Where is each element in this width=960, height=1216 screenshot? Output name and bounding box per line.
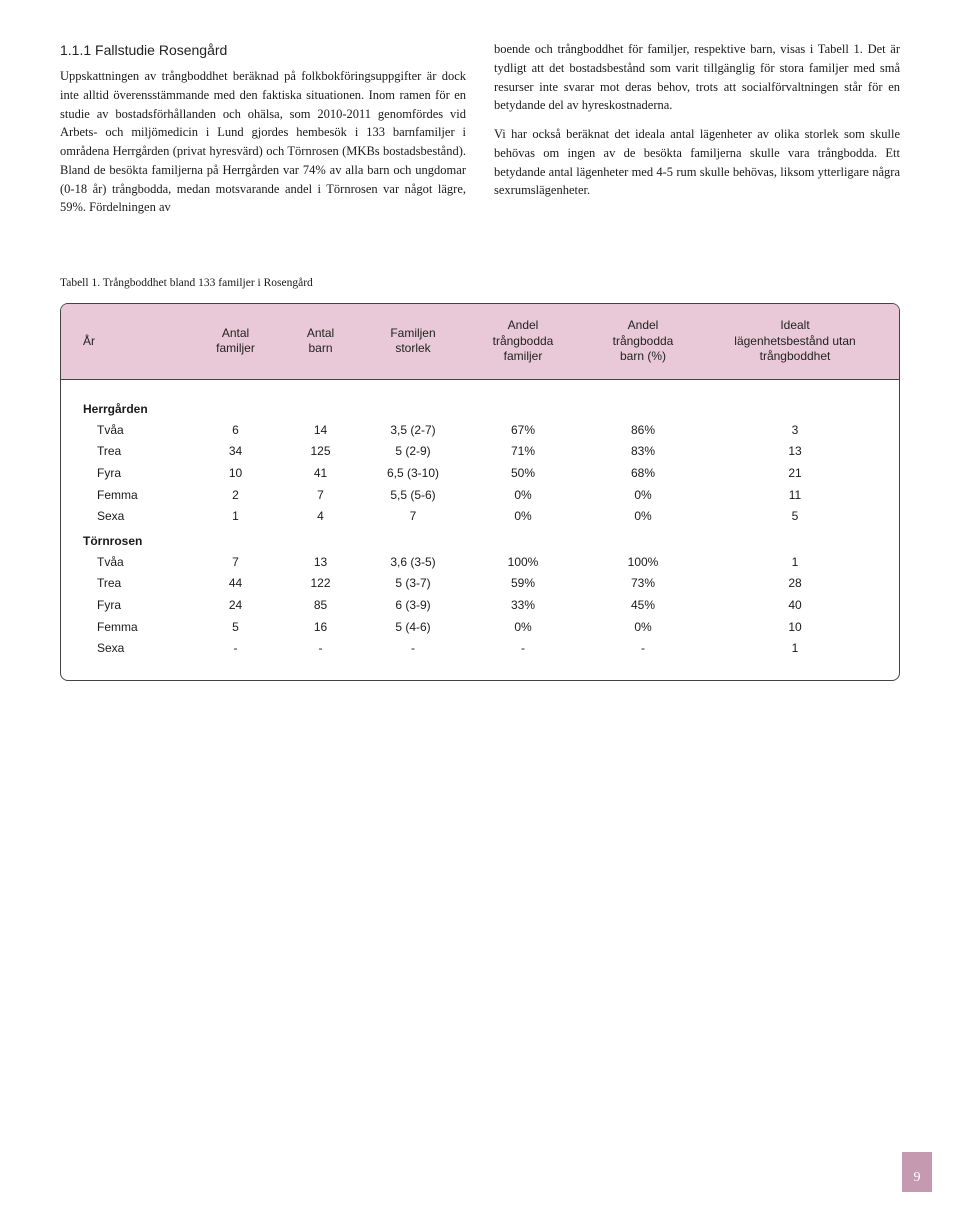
table-cell: 0% xyxy=(463,509,583,525)
right-column-text-1: boende och trångboddhet för familjer, re… xyxy=(494,40,900,115)
table-row: Sexa1470%0%5 xyxy=(73,506,887,528)
table-cell: Fyra xyxy=(73,598,193,614)
table-cell: 3 xyxy=(703,423,887,439)
table-cell: Trea xyxy=(73,444,193,460)
table-cell: 28 xyxy=(703,576,887,592)
table-cell: - xyxy=(278,641,363,657)
th-family-size: Familjenstorlek xyxy=(363,318,463,365)
table-cell: 5 xyxy=(703,509,887,525)
table-cell: 3,5 (2-7) xyxy=(363,423,463,439)
table-cell: 5,5 (5-6) xyxy=(363,488,463,504)
table-cell: 71% xyxy=(463,444,583,460)
table-cell: 5 (3-7) xyxy=(363,576,463,592)
table-cell: 45% xyxy=(583,598,703,614)
table-cell: Fyra xyxy=(73,466,193,482)
table-cell: 6,5 (3-10) xyxy=(363,466,463,482)
table-caption: Tabell 1. Trångboddhet bland 133 familje… xyxy=(60,277,900,289)
table-cell: 3,6 (3-5) xyxy=(363,555,463,571)
table-cell: 83% xyxy=(583,444,703,460)
table-cell: 6 xyxy=(193,423,278,439)
table-cell: 1 xyxy=(193,509,278,525)
table-cell: 1 xyxy=(703,641,887,657)
table-cell: Trea xyxy=(73,576,193,592)
table-cell: 67% xyxy=(463,423,583,439)
section-heading: 1.1.1 Fallstudie Rosengård xyxy=(60,40,466,61)
table-cell: 59% xyxy=(463,576,583,592)
table-cell: 21 xyxy=(703,466,887,482)
table-cell: 86% xyxy=(583,423,703,439)
table-cell: 5 (2-9) xyxy=(363,444,463,460)
table-row: Tvåa7133,6 (3-5)100%100%1 xyxy=(73,552,887,574)
table-cell: 16 xyxy=(278,620,363,636)
table-cell: 6 (3-9) xyxy=(363,598,463,614)
table-cell: 125 xyxy=(278,444,363,460)
page-number: 9 xyxy=(902,1152,932,1192)
table-cell: Sexa xyxy=(73,641,193,657)
table-cell: Femma xyxy=(73,620,193,636)
table-cell: 10 xyxy=(703,620,887,636)
table-cell: 0% xyxy=(463,488,583,504)
table-cell: Tvåa xyxy=(73,423,193,439)
table-row: Femma275,5 (5-6)0%0%11 xyxy=(73,485,887,507)
table-cell: 5 (4-6) xyxy=(363,620,463,636)
table-cell: 4 xyxy=(278,509,363,525)
table-cell: 14 xyxy=(278,423,363,439)
section-tornrosen: Törnrosen xyxy=(73,528,887,552)
th-share-families: Andeltrångboddafamiljer xyxy=(463,318,583,365)
overcrowding-table: År Antalfamiljer Antalbarn Familjenstorl… xyxy=(60,303,900,681)
table-cell: - xyxy=(583,641,703,657)
th-year: År xyxy=(73,318,193,365)
left-column-text: Uppskattningen av trångboddhet beräknad … xyxy=(60,67,466,217)
table-cell: 100% xyxy=(463,555,583,571)
table-cell: 7 xyxy=(278,488,363,504)
table-cell: 1 xyxy=(703,555,887,571)
table-cell: 33% xyxy=(463,598,583,614)
table-cell: - xyxy=(193,641,278,657)
table-cell: 50% xyxy=(463,466,583,482)
table-cell: 100% xyxy=(583,555,703,571)
table-cell: Sexa xyxy=(73,509,193,525)
table-cell: Femma xyxy=(73,488,193,504)
table-cell: 34 xyxy=(193,444,278,460)
table-cell: 0% xyxy=(583,488,703,504)
table-row: Femma5165 (4-6)0%0%10 xyxy=(73,617,887,639)
table-cell: 0% xyxy=(583,509,703,525)
table-cell: 41 xyxy=(278,466,363,482)
th-children: Antalbarn xyxy=(278,318,363,365)
table-cell: 40 xyxy=(703,598,887,614)
table-cell: 5 xyxy=(193,620,278,636)
table-row: Tvåa6143,5 (2-7)67%86%3 xyxy=(73,420,887,442)
th-share-children: Andeltrångboddabarn (%) xyxy=(583,318,703,365)
table-cell: - xyxy=(463,641,583,657)
table-cell: Tvåa xyxy=(73,555,193,571)
table-row: Trea341255 (2-9)71%83%13 xyxy=(73,441,887,463)
table-cell: 10 xyxy=(193,466,278,482)
right-column-text-2: Vi har också beräknat det ideala antal l… xyxy=(494,125,900,200)
table-row: Sexa-----1 xyxy=(73,638,887,660)
table-cell: 2 xyxy=(193,488,278,504)
table-row: Fyra24856 (3-9)33%45%40 xyxy=(73,595,887,617)
table-cell: - xyxy=(363,641,463,657)
table-cell: 13 xyxy=(278,555,363,571)
table-cell: 73% xyxy=(583,576,703,592)
table-body: Herrgården Tvåa6143,5 (2-7)67%86%3Trea34… xyxy=(61,380,899,680)
table-cell: 122 xyxy=(278,576,363,592)
table-cell: 24 xyxy=(193,598,278,614)
table-row: Trea441225 (3-7)59%73%28 xyxy=(73,573,887,595)
table-cell: 0% xyxy=(463,620,583,636)
table-header-row: År Antalfamiljer Antalbarn Familjenstorl… xyxy=(61,304,899,380)
table-cell: 11 xyxy=(703,488,887,504)
th-ideal-stock: Idealtlägenhetsbestånd utantrångboddhet xyxy=(703,318,887,365)
table-cell: 7 xyxy=(363,509,463,525)
table-cell: 85 xyxy=(278,598,363,614)
section-herrgarden: Herrgården xyxy=(73,396,887,420)
table-cell: 0% xyxy=(583,620,703,636)
table-cell: 13 xyxy=(703,444,887,460)
th-families: Antalfamiljer xyxy=(193,318,278,365)
table-cell: 68% xyxy=(583,466,703,482)
table-row: Fyra10416,5 (3-10)50%68%21 xyxy=(73,463,887,485)
table-cell: 44 xyxy=(193,576,278,592)
table-cell: 7 xyxy=(193,555,278,571)
